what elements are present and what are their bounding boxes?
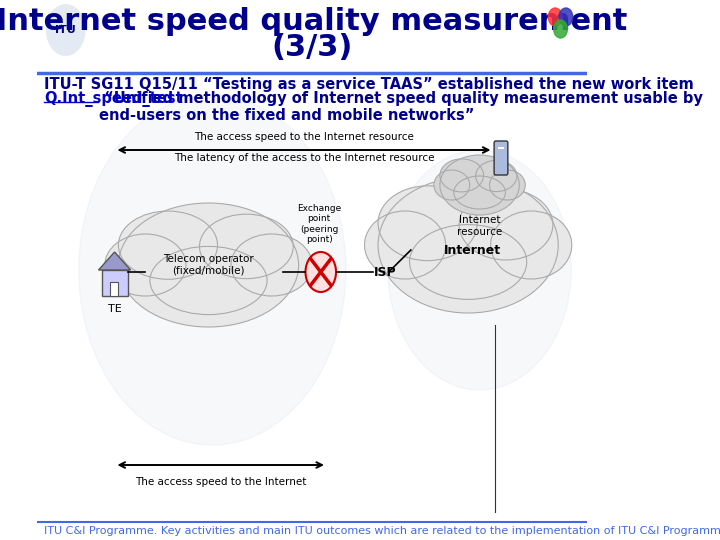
Text: The access speed to the Internet: The access speed to the Internet [135, 477, 307, 487]
Text: Exchange
point
(peering
point): Exchange point (peering point) [297, 204, 341, 244]
Polygon shape [99, 252, 130, 270]
Text: “Unified methodology of Internet speed quality measurement usable by
end-users o: “Unified methodology of Internet speed q… [99, 91, 703, 124]
Ellipse shape [434, 170, 469, 200]
Text: Internet speed quality measurement: Internet speed quality measurement [0, 8, 627, 37]
Text: Internet: Internet [444, 244, 500, 256]
Ellipse shape [199, 214, 293, 279]
Text: The access speed to the Internet resource: The access speed to the Internet resourc… [194, 132, 414, 142]
Text: (3/3): (3/3) [271, 33, 352, 63]
Ellipse shape [490, 170, 526, 200]
Ellipse shape [118, 211, 217, 279]
Ellipse shape [378, 177, 558, 313]
Text: TE: TE [108, 304, 122, 314]
Circle shape [559, 8, 572, 26]
Circle shape [388, 150, 571, 390]
Text: Telecom operator
(fixed/mobile): Telecom operator (fixed/mobile) [163, 254, 254, 276]
Ellipse shape [118, 203, 299, 327]
Ellipse shape [364, 211, 446, 279]
Ellipse shape [454, 176, 505, 209]
Text: Internet
resource: Internet resource [457, 215, 503, 237]
Bar [110, 282, 118, 296]
Ellipse shape [440, 155, 519, 215]
Ellipse shape [476, 160, 517, 192]
Text: ISP: ISP [374, 266, 397, 279]
Ellipse shape [105, 234, 186, 296]
Text: ITU-T SG11 Q15/11 “Testing as a service TAAS” established the new work item: ITU-T SG11 Q15/11 “Testing as a service … [45, 77, 694, 92]
Text: ITU: ITU [55, 25, 76, 35]
Ellipse shape [440, 159, 484, 192]
Ellipse shape [378, 186, 477, 261]
Ellipse shape [231, 234, 312, 296]
Circle shape [46, 4, 86, 56]
Ellipse shape [150, 246, 267, 315]
Bar [102, 270, 127, 296]
Circle shape [78, 95, 346, 445]
Circle shape [554, 20, 567, 38]
Text: Q.Int_speed_test: Q.Int_speed_test [45, 91, 183, 107]
Ellipse shape [410, 225, 527, 299]
Text: The latency of the access to the Internet resource: The latency of the access to the Interne… [174, 153, 434, 163]
Ellipse shape [490, 211, 572, 279]
Circle shape [549, 8, 562, 26]
Text: ITU C&I Programme. Key activities and main ITU outcomes which are related to the: ITU C&I Programme. Key activities and ma… [45, 526, 720, 536]
Circle shape [305, 252, 336, 292]
FancyBboxPatch shape [494, 141, 508, 175]
Ellipse shape [459, 189, 553, 260]
